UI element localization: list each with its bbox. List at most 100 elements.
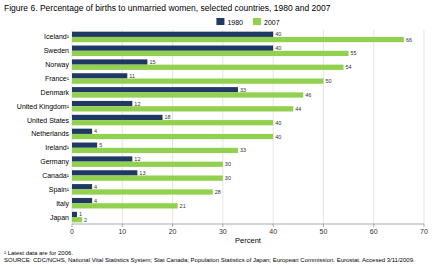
grid-line xyxy=(273,30,274,224)
category-label: Ireland¹ xyxy=(45,144,69,151)
tick-mark xyxy=(373,224,374,227)
data-label: 5 xyxy=(99,142,102,148)
category-label: Denmark xyxy=(41,89,70,96)
tick-label: 30 xyxy=(219,228,227,235)
tick-mark xyxy=(323,224,324,227)
category-label: United Kingdom¹ xyxy=(17,103,70,111)
bar xyxy=(72,37,404,42)
title: Figure 6. Percentage of births to unmarr… xyxy=(4,3,331,13)
bar xyxy=(72,115,163,120)
data-label: 44 xyxy=(295,106,301,112)
page: {"chart_data": { "type": "bar", "orienta… xyxy=(0,0,445,265)
data-label: 15 xyxy=(149,59,155,65)
data-label: 2 xyxy=(84,217,87,223)
bar xyxy=(72,134,273,139)
category-label: United States xyxy=(27,117,70,124)
legend: 1980 2007 xyxy=(216,18,279,26)
data-label: 54 xyxy=(346,64,352,70)
bar xyxy=(72,73,127,78)
footnote-line: ¹ Latest data are for 2006. xyxy=(4,250,73,256)
legend-swatch xyxy=(253,18,261,25)
data-label: 11 xyxy=(129,73,135,79)
data-label: 12 xyxy=(134,156,140,162)
bar xyxy=(72,212,77,217)
bar xyxy=(72,217,82,222)
data-label: 21 xyxy=(180,203,186,209)
data-labels: 4040151133121845121344166555450464440403… xyxy=(79,31,412,222)
tick-label: 60 xyxy=(370,228,378,235)
data-label: 33 xyxy=(240,147,246,153)
x-axis-label: Percent xyxy=(235,236,262,245)
grid-line xyxy=(323,30,324,224)
data-label: 4 xyxy=(94,198,97,204)
data-label: 4 xyxy=(94,184,97,190)
bar xyxy=(72,176,223,181)
legend-item: 2007 xyxy=(253,18,280,26)
category-label: Germany xyxy=(40,158,69,166)
data-label: 40 xyxy=(275,120,281,126)
data-label: 4 xyxy=(94,128,97,134)
bar xyxy=(72,46,273,51)
category-label: France¹ xyxy=(45,75,70,82)
data-label: 50 xyxy=(325,78,331,84)
footnote: ¹ Latest data are for 2006. xyxy=(4,250,73,256)
grid-line xyxy=(373,30,374,224)
data-label: 28 xyxy=(215,189,221,195)
grid-line xyxy=(72,30,73,224)
category-label: Canada¹ xyxy=(42,172,70,179)
category-label: Italy xyxy=(56,200,69,208)
bar xyxy=(72,170,137,175)
bars xyxy=(72,32,404,223)
bar xyxy=(72,143,97,148)
data-label: 55 xyxy=(351,50,357,56)
bar xyxy=(72,79,323,84)
data-label: 30 xyxy=(225,161,231,167)
legend-label: 1980 xyxy=(227,19,243,26)
footnote-line: SOURCE: CDC/NCHS, National Vital Statist… xyxy=(4,257,415,263)
data-label: 40 xyxy=(275,31,281,37)
tick-label: 10 xyxy=(118,228,126,235)
bar xyxy=(72,156,132,161)
tick-label: 50 xyxy=(320,228,328,235)
bar xyxy=(72,148,238,153)
bar xyxy=(72,92,303,97)
bar xyxy=(72,120,273,125)
bar xyxy=(72,198,92,203)
tick-mark xyxy=(72,224,73,227)
category-label: Iceland¹ xyxy=(44,33,70,40)
tick-label: 20 xyxy=(169,228,177,235)
bar xyxy=(72,162,223,167)
bar xyxy=(72,203,178,208)
bar xyxy=(72,106,293,111)
tick-label: 70 xyxy=(420,228,428,235)
data-label: 46 xyxy=(305,92,311,98)
category-label: Spain¹ xyxy=(49,186,70,194)
tick-label: 40 xyxy=(269,228,277,235)
grid-line xyxy=(172,30,173,224)
chart: Figure 6. Percentage of births to unmarr… xyxy=(0,0,445,265)
grid xyxy=(72,30,424,224)
data-label: 33 xyxy=(240,87,246,93)
data-label: 18 xyxy=(165,114,171,120)
grid-line xyxy=(424,30,425,224)
category-label: Japan xyxy=(50,214,69,222)
bar xyxy=(72,65,344,70)
legend-item: 1980 xyxy=(216,18,243,26)
bar xyxy=(72,101,132,106)
x-axis xyxy=(72,224,424,225)
grid-line xyxy=(222,30,223,224)
data-label: 40 xyxy=(275,134,281,140)
grid-line xyxy=(122,30,123,224)
category-label: Sweden xyxy=(44,47,69,54)
category-label: Netherlands xyxy=(31,130,69,137)
bar xyxy=(72,87,238,92)
tick-label: 0 xyxy=(70,228,74,235)
tick-mark xyxy=(424,224,425,227)
bar xyxy=(72,129,92,134)
data-label: 1 xyxy=(79,211,82,217)
category-label: Norway xyxy=(45,61,69,69)
footnote: SOURCE: CDC/NCHS, National Vital Statist… xyxy=(4,257,415,263)
legend-label: 2007 xyxy=(264,19,280,26)
tick-mark xyxy=(222,224,223,227)
tick-mark xyxy=(172,224,173,227)
